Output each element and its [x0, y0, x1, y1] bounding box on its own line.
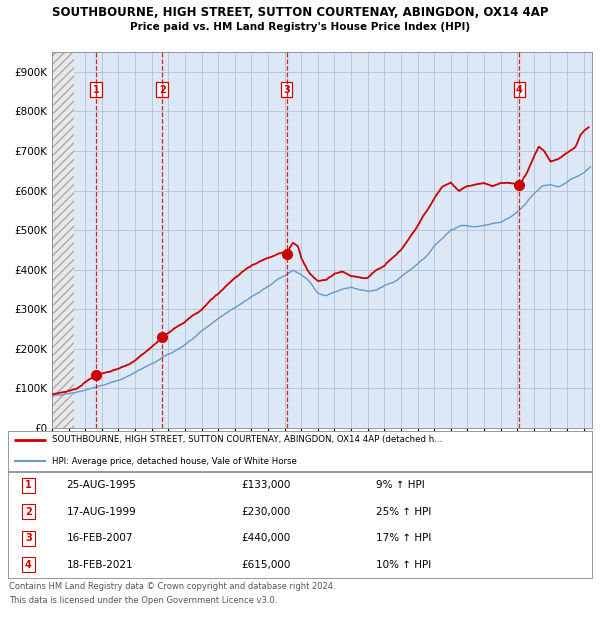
Text: 4: 4	[25, 560, 32, 570]
Text: 1: 1	[25, 480, 32, 490]
Text: HPI: Average price, detached house, Vale of White Horse: HPI: Average price, detached house, Vale…	[52, 456, 296, 466]
Text: SOUTHBOURNE, HIGH STREET, SUTTON COURTENAY, ABINGDON, OX14 4AP (detached h...: SOUTHBOURNE, HIGH STREET, SUTTON COURTEN…	[52, 435, 442, 445]
Text: 17% ↑ HPI: 17% ↑ HPI	[376, 533, 431, 543]
Text: £440,000: £440,000	[242, 533, 291, 543]
Text: £615,000: £615,000	[242, 560, 291, 570]
Text: 18-FEB-2021: 18-FEB-2021	[67, 560, 133, 570]
Text: 4: 4	[516, 84, 523, 95]
Text: 25-AUG-1995: 25-AUG-1995	[67, 480, 136, 490]
Text: 9% ↑ HPI: 9% ↑ HPI	[376, 480, 425, 490]
Text: 25% ↑ HPI: 25% ↑ HPI	[376, 507, 431, 516]
Text: 2: 2	[159, 84, 166, 95]
Text: 2: 2	[25, 507, 32, 516]
Text: 16-FEB-2007: 16-FEB-2007	[67, 533, 133, 543]
Text: 1: 1	[92, 84, 100, 95]
Text: 3: 3	[25, 533, 32, 543]
Text: Price paid vs. HM Land Registry's House Price Index (HPI): Price paid vs. HM Land Registry's House …	[130, 22, 470, 32]
Text: 17-AUG-1999: 17-AUG-1999	[67, 507, 136, 516]
Text: £230,000: £230,000	[242, 507, 291, 516]
Text: 10% ↑ HPI: 10% ↑ HPI	[376, 560, 431, 570]
Text: £133,000: £133,000	[242, 480, 291, 490]
Text: SOUTHBOURNE, HIGH STREET, SUTTON COURTENAY, ABINGDON, OX14 4AP: SOUTHBOURNE, HIGH STREET, SUTTON COURTEN…	[52, 6, 548, 19]
Bar	[52, 52, 74, 428]
Text: 3: 3	[283, 84, 290, 95]
Text: This data is licensed under the Open Government Licence v3.0.: This data is licensed under the Open Gov…	[9, 596, 277, 605]
Text: Contains HM Land Registry data © Crown copyright and database right 2024.: Contains HM Land Registry data © Crown c…	[9, 582, 335, 591]
